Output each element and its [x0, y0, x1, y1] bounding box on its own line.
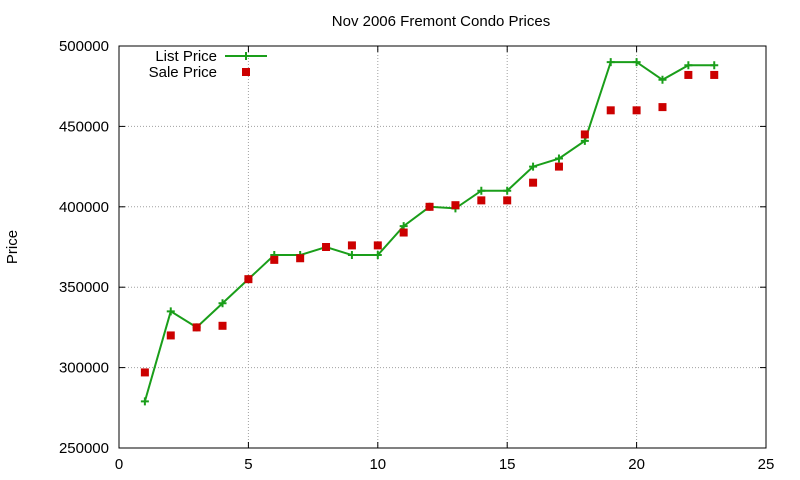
legend-label: List Price [155, 48, 217, 65]
data-point [192, 323, 201, 332]
y-tick-label: 450000 [59, 118, 109, 135]
x-tick-label: 25 [758, 456, 775, 473]
data-point [580, 130, 589, 139]
data-point [347, 251, 356, 260]
plot-frame [118, 45, 767, 449]
chart-title: Nov 2006 Fremont Condo Prices [332, 13, 550, 30]
data-point [503, 186, 512, 195]
legend-label: Sale Price [149, 64, 217, 81]
data-point [218, 321, 227, 330]
series-sale-price [140, 70, 719, 377]
x-tick-label: 15 [499, 456, 516, 473]
y-tick-label: 500000 [59, 38, 109, 55]
data-point [684, 61, 693, 70]
data-point [554, 154, 563, 163]
axis-ticks: 0 5 10 15 20 25 250000 300000 350000 400000 450000… [59, 38, 774, 473]
x-tick-label: 10 [369, 456, 386, 473]
x-tick-label: 5 [244, 456, 252, 473]
data-point [218, 299, 227, 308]
data-point [140, 368, 149, 377]
data-point [710, 70, 719, 79]
data-point [477, 186, 486, 195]
data-point [606, 106, 615, 115]
y-tick-label: 250000 [59, 440, 109, 457]
data-point [503, 196, 512, 205]
series-layer [140, 58, 719, 406]
series-list-price [140, 58, 719, 406]
data-point [373, 241, 382, 250]
data-point [244, 275, 253, 284]
data-point [399, 228, 408, 237]
data-point [710, 61, 719, 70]
y-tick-label: 400000 [59, 199, 109, 216]
data-point [554, 162, 563, 171]
grid [119, 46, 766, 448]
legend-marker [242, 68, 250, 76]
x-tick-label: 0 [115, 456, 123, 473]
data-point [425, 202, 434, 211]
data-point [529, 162, 538, 171]
data-point [658, 75, 667, 84]
legend-marker [242, 52, 250, 60]
y-tick-label: 350000 [59, 279, 109, 296]
y-tick-label: 300000 [59, 360, 109, 377]
data-point [166, 331, 175, 340]
data-point [270, 255, 279, 264]
data-point [140, 397, 149, 406]
data-point [606, 58, 615, 67]
data-point [373, 251, 382, 260]
data-point [166, 307, 175, 316]
series-line [143, 61, 715, 402]
data-point [296, 254, 305, 263]
data-point [529, 178, 538, 187]
y-axis-label: Price [4, 230, 21, 264]
data-point [658, 103, 667, 112]
data-point [322, 243, 331, 251]
data-point [632, 58, 641, 67]
x-tick-label: 20 [628, 456, 645, 473]
data-point [477, 196, 486, 205]
data-point [684, 70, 693, 79]
data-point [347, 241, 356, 250]
data-point [632, 106, 641, 115]
data-point [451, 201, 460, 210]
